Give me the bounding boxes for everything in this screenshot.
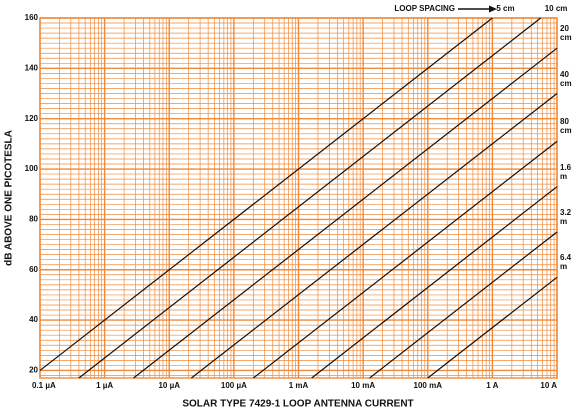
x-axis-title: SOLAR TYPE 7429-1 LOOP ANTENNA CURRENT [182,399,413,410]
y-tick-label: 160 [25,13,39,22]
y-tick-label: 140 [25,63,39,72]
arrow-head [489,5,497,13]
series-line [252,140,558,379]
series-line [427,276,558,379]
y-tick-label: 40 [29,315,38,324]
series-line [133,47,558,379]
x-tick-label: 0.1 µA [32,381,56,390]
y-axis-title: dB ABOVE ONE PICOTESLA [4,130,15,266]
x-tick-label: 1 A [486,381,498,390]
x-tick-label: 100 mA [414,381,443,390]
y-tick-label: 120 [25,114,39,123]
x-tick-label: 1 mA [289,381,309,390]
x-tick-label: 1 µA [96,381,113,390]
x-tick-label: 10 mA [351,381,375,390]
series-line [369,231,558,379]
series-label: 5 cm [496,4,515,13]
series-line [191,93,558,379]
y-tick-label: 80 [29,215,38,224]
x-tick-label: 10 µA [158,381,180,390]
series-label: 40 cm [560,69,572,88]
series-label: 6.4 m [560,253,572,272]
y-tick-label: 20 [29,366,38,375]
annotation: LOOP SPACING [394,4,455,13]
series-line [78,17,542,379]
x-tick-label: 100 µA [221,381,247,390]
series-line [311,186,558,379]
y-tick-label: 60 [29,265,38,274]
series-line [39,17,493,371]
series-label: 80 cm [560,117,572,136]
series-label: 20 cm [560,24,572,43]
series-label: 10 cm [544,4,568,13]
series-label: 1.6 m [560,162,572,181]
y-tick-label: 100 [25,164,39,173]
plot-frame [39,17,558,379]
x-tick-label: 10 A [540,381,557,390]
series-label: 3.2 m [560,207,572,226]
